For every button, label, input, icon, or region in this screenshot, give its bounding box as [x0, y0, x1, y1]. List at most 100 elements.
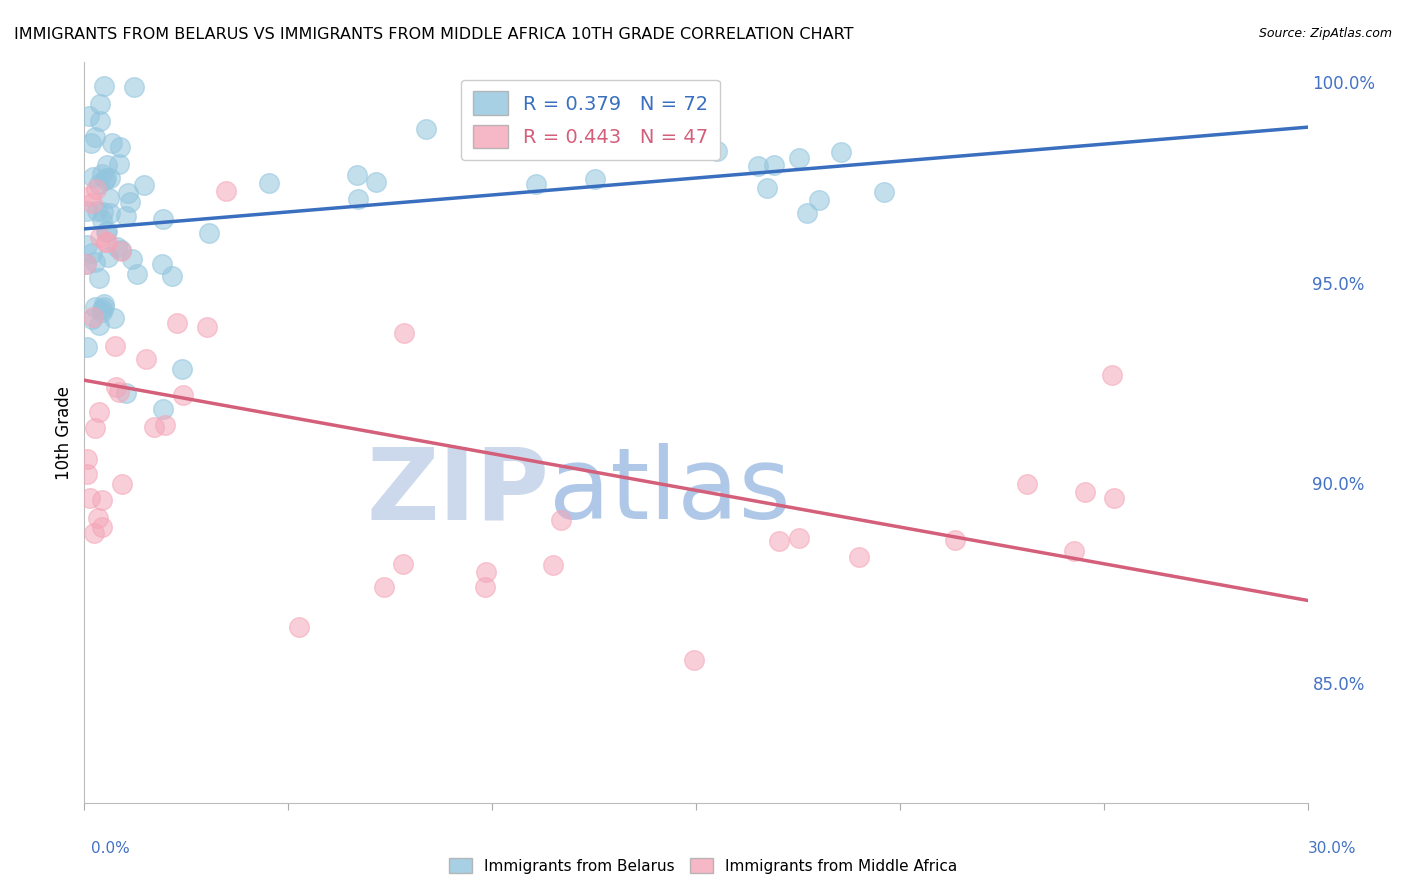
Point: [172, 361, 194, 376]
Point: [763, 158, 786, 172]
Point: [259, 176, 281, 190]
Point: [943, 533, 966, 548]
Point: [104, 339, 127, 353]
Point: [150, 257, 173, 271]
Point: [706, 144, 728, 158]
Point: [83, 526, 105, 541]
Point: [96, 171, 118, 186]
Point: [110, 243, 132, 257]
Point: [89, 271, 111, 285]
Point: [583, 171, 606, 186]
Point: [143, 419, 166, 434]
Point: [122, 79, 145, 94]
Point: [1102, 491, 1125, 506]
Point: [1017, 477, 1039, 491]
Point: [84, 421, 107, 435]
Point: [94, 225, 117, 239]
Point: [91, 492, 114, 507]
Point: [79, 491, 101, 505]
Point: [195, 320, 218, 334]
Point: [152, 402, 174, 417]
Point: [91, 520, 114, 534]
Point: [76, 339, 98, 353]
Point: [114, 386, 136, 401]
Point: [346, 192, 368, 206]
Point: [83, 130, 105, 145]
Point: [76, 204, 98, 219]
Legend: Immigrants from Belarus, Immigrants from Middle Africa: Immigrants from Belarus, Immigrants from…: [443, 852, 963, 880]
Point: [215, 184, 238, 198]
Point: [671, 139, 693, 153]
Point: [118, 194, 141, 209]
Point: [98, 170, 121, 185]
Point: [132, 178, 155, 193]
Point: [89, 114, 111, 128]
Text: IMMIGRANTS FROM BELARUS VS IMMIGRANTS FROM MIDDLE AFRICA 10TH GRADE CORRELATION : IMMIGRANTS FROM BELARUS VS IMMIGRANTS FR…: [14, 27, 853, 42]
Point: [830, 145, 852, 159]
Point: [105, 240, 128, 254]
Point: [747, 159, 769, 173]
Point: [108, 384, 131, 399]
Point: [75, 256, 97, 270]
Point: [787, 531, 810, 545]
Text: atlas: atlas: [550, 443, 790, 541]
Point: [84, 182, 107, 196]
Point: [76, 238, 98, 252]
Point: [93, 300, 115, 314]
Point: [110, 139, 132, 153]
Point: [550, 513, 572, 527]
Point: [76, 467, 98, 481]
Point: [848, 549, 870, 564]
Point: [79, 189, 101, 203]
Point: [89, 177, 111, 191]
Point: [415, 121, 437, 136]
Point: [96, 235, 118, 250]
Point: [87, 510, 110, 524]
Point: [391, 557, 413, 571]
Point: [89, 229, 111, 244]
Point: [796, 205, 818, 219]
Point: [82, 310, 104, 324]
Point: [89, 404, 111, 418]
Point: [83, 255, 105, 269]
Point: [82, 169, 104, 184]
Point: [121, 252, 143, 267]
Point: [153, 418, 176, 433]
Point: [91, 167, 114, 181]
Point: [1074, 485, 1097, 500]
Text: 0.0%: 0.0%: [91, 841, 131, 856]
Point: [172, 388, 194, 402]
Text: Source: ZipAtlas.com: Source: ZipAtlas.com: [1258, 27, 1392, 40]
Point: [76, 451, 98, 466]
Point: [93, 296, 115, 310]
Point: [89, 97, 111, 112]
Point: [108, 157, 131, 171]
Point: [872, 185, 894, 199]
Point: [474, 580, 496, 594]
Point: [97, 191, 120, 205]
Point: [346, 168, 368, 182]
Point: [475, 565, 498, 579]
Point: [373, 580, 395, 594]
Point: [127, 267, 149, 281]
Point: [104, 380, 127, 394]
Point: [288, 620, 311, 634]
Point: [198, 227, 221, 241]
Point: [87, 318, 110, 332]
Y-axis label: 10th Grade: 10th Grade: [55, 385, 73, 480]
Point: [787, 151, 810, 165]
Point: [91, 205, 114, 219]
Point: [166, 316, 188, 330]
Point: [96, 159, 118, 173]
Point: [80, 245, 103, 260]
Point: [86, 203, 108, 218]
Point: [84, 300, 107, 314]
Point: [93, 78, 115, 93]
Text: 30.0%: 30.0%: [1309, 841, 1357, 856]
Point: [392, 326, 415, 340]
Point: [97, 250, 120, 264]
Point: [94, 173, 117, 187]
Point: [1101, 368, 1123, 382]
Point: [90, 212, 112, 227]
Point: [98, 206, 121, 220]
